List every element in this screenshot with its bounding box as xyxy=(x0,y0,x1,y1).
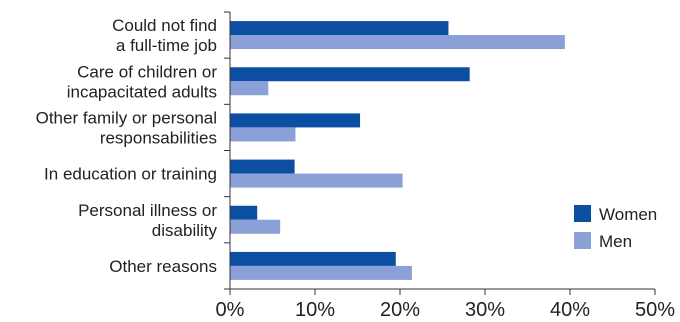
bar-men-0 xyxy=(230,35,565,50)
bar-men-5 xyxy=(230,265,412,280)
category-label-line: incapacitated adults xyxy=(67,82,217,101)
legend-label-women: Women xyxy=(599,205,657,224)
axes-group xyxy=(229,12,655,290)
category-label: Personal illness or disability xyxy=(78,201,217,240)
x-tick-label: 50% xyxy=(635,299,675,321)
legend-swatch-women xyxy=(574,205,591,222)
bar-women-0 xyxy=(230,21,449,36)
bar-men-1 xyxy=(230,81,269,96)
category-label-line: In education or training xyxy=(44,165,217,184)
category-label-line: Other reasons xyxy=(109,257,217,276)
category-label-line: Care of children or xyxy=(77,62,217,81)
category-label-line: disability xyxy=(152,221,218,240)
category-label: Other reasons xyxy=(109,257,217,276)
bars-group xyxy=(230,21,565,280)
bar-women-2 xyxy=(230,113,361,128)
category-label: Other family or personal responsabilities xyxy=(36,108,217,147)
x-tick-label: 30% xyxy=(465,299,505,321)
x-tick-label: 10% xyxy=(295,299,335,321)
bar-women-5 xyxy=(230,251,396,266)
category-label: In education or training xyxy=(44,165,217,184)
category-label: Could not find a full-time job xyxy=(112,16,217,55)
legend-swatch-men xyxy=(574,232,591,249)
legend-label-men: Men xyxy=(599,232,632,251)
category-label-line: Personal illness or xyxy=(78,201,217,220)
x-tick-label: 40% xyxy=(550,299,590,321)
bar-men-3 xyxy=(230,173,403,188)
x-tick-label: 20% xyxy=(380,299,420,321)
bar-women-4 xyxy=(230,205,258,220)
category-label-line: responsabilities xyxy=(100,128,217,147)
ticks-group: 0% 10% 20% 30% 40% 50% xyxy=(216,11,675,321)
legend: Women Men xyxy=(574,205,657,251)
bar-women-1 xyxy=(230,67,470,82)
category-label-line: Could not find xyxy=(112,16,217,35)
category-label-line: Other family or personal xyxy=(36,108,217,127)
bar-men-2 xyxy=(230,127,296,142)
category-labels-group: Could not find a full-time job Care of chi… xyxy=(36,16,218,276)
bar-women-3 xyxy=(230,159,295,174)
category-label-line: a full-time job xyxy=(116,36,217,55)
x-tick-label: 0% xyxy=(216,299,245,321)
bar-men-4 xyxy=(230,219,281,234)
category-label: Care of children or incapacitated adults xyxy=(67,62,218,101)
